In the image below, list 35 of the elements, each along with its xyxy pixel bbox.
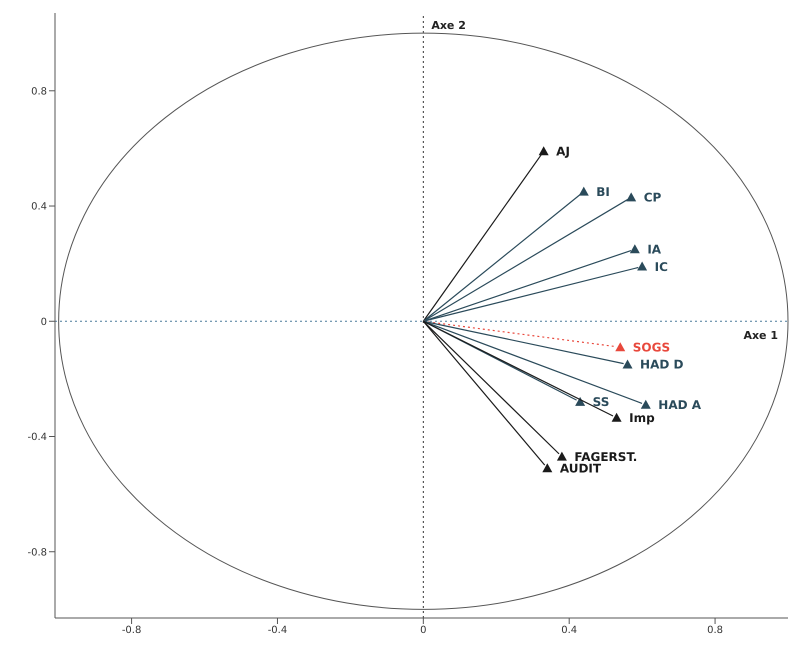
point [578,186,589,196]
series-label: CP [644,190,662,205]
x-tick-label: 0.4 [561,625,578,636]
series-label: HAD A [658,398,702,412]
x-tick-label: 0 [420,625,427,636]
ref-line-label: Axe 2 [431,18,466,32]
series-label: AJ [556,144,570,159]
y-tick-label: -0.8 [27,547,47,558]
point [612,412,622,422]
x-tick-label: 0.8 [707,625,724,636]
point [538,146,549,156]
point [615,342,626,352]
y-tick-label: 0 [40,316,47,328]
x-tick-label: -0.4 [268,625,288,636]
point [637,262,648,271]
point [556,452,567,461]
y-tick-label: 0.8 [31,86,47,98]
x-tick-label: -0.8 [122,625,142,636]
series-label: Imp [629,411,656,426]
y-tick-label: -0.4 [27,432,47,444]
point [626,192,636,202]
series-label: IA [647,242,662,256]
ref-line-label: Axe 1 [743,329,778,342]
point [640,400,651,409]
series-label: HAD D [640,358,684,372]
series-label: SOGS [632,340,670,354]
y-tick-label: 0.4 [31,202,47,213]
point [622,359,633,368]
series-label: FAGERST. [574,450,638,464]
point [542,463,552,472]
series-label: SS [592,395,610,410]
series-label: BI [596,184,610,199]
series-label: AUDIT [560,461,602,476]
point [630,244,640,254]
series-label: IC [654,260,668,274]
